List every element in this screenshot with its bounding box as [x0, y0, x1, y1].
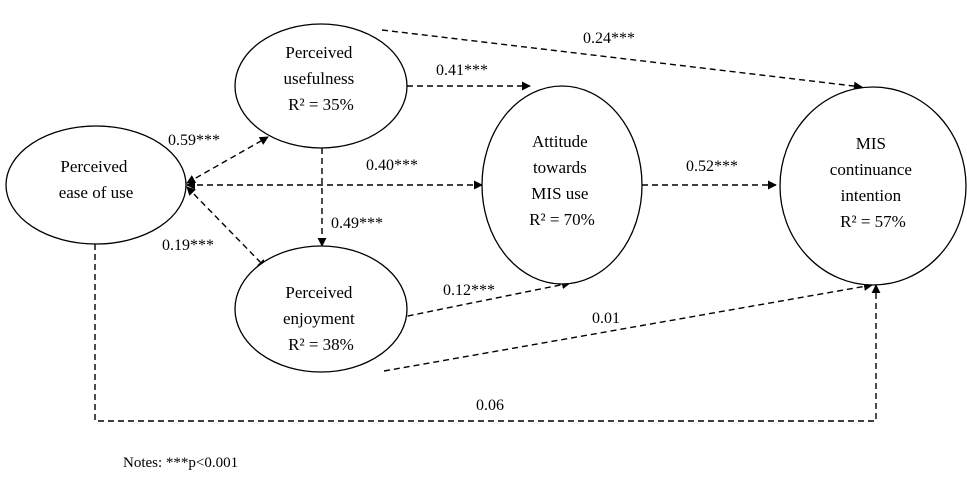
edge-pe-att: [387, 280, 571, 321]
edge-label-pu-pe: 0.49***: [331, 215, 383, 232]
node-label-att: Attitude towards MIS use R² = 70%: [529, 132, 595, 229]
node-line: Perceived: [60, 157, 128, 176]
node-line: R² = 57%: [840, 212, 906, 231]
node-line: Perceived: [285, 43, 353, 62]
node-line: intention: [841, 186, 902, 205]
node-ci: MIS continuance intention R² = 57%: [779, 86, 967, 286]
edge-label-pe-ci: 0.01: [592, 310, 620, 327]
node-shape-peou: [5, 125, 187, 245]
edge-label-peou-pu: 0.59***: [168, 132, 220, 149]
node-line: R² = 35%: [288, 95, 354, 114]
node-line: Attitude: [532, 132, 588, 151]
node-peou: Perceived ease of use: [5, 125, 187, 245]
edge-peou-pu: [186, 136, 269, 184]
node-label-pe: Perceived enjoyment R² = 38%: [283, 283, 359, 354]
node-line: continuance: [830, 160, 912, 179]
node-line: usefulness: [283, 69, 354, 88]
edge-peou-pe: [186, 186, 267, 269]
node-line: enjoyment: [283, 309, 355, 328]
node-line: towards: [533, 158, 587, 177]
node-shape-ci: [779, 86, 967, 286]
edges: [94, 29, 881, 422]
edge-labels: 0.59*** 0.40*** 0.19*** 0.49*** 0.41*** …: [162, 30, 738, 414]
edge-label-pu-att: 0.41***: [436, 62, 488, 79]
node-label-ci: MIS continuance intention R² = 57%: [830, 134, 916, 231]
node-shape-att: [481, 85, 643, 285]
node-line: MIS use: [531, 184, 588, 203]
edge-peou-ci: [94, 244, 881, 422]
edge-pu-ci: [381, 29, 863, 91]
node-line: R² = 38%: [288, 335, 354, 354]
node-label-pu: Perceived usefulness R² = 35%: [283, 43, 358, 114]
node-label-peou: Perceived ease of use: [59, 157, 134, 202]
edge-label-peou-ci: 0.06: [476, 397, 504, 414]
edge-label-att-ci: 0.52***: [686, 158, 738, 175]
edge-label-peou-pe: 0.19***: [162, 237, 214, 254]
node-shape-pe: [234, 245, 408, 373]
node-att: Attitude towards MIS use R² = 70%: [481, 85, 643, 285]
node-line: MIS: [856, 134, 886, 153]
node-shape-pu: [234, 23, 408, 149]
edge-pe-ci: [383, 281, 873, 372]
node-line: R² = 70%: [529, 210, 595, 229]
node-line: ease of use: [59, 183, 134, 202]
notes-text: Notes: ***p<0.001: [123, 455, 238, 471]
edge-label-pe-att: 0.12***: [443, 282, 495, 299]
edge-label-peou-att: 0.40***: [366, 157, 418, 174]
node-pe: Perceived enjoyment R² = 38%: [234, 245, 408, 373]
node-pu: Perceived usefulness R² = 35%: [234, 23, 408, 149]
node-line: Perceived: [285, 283, 353, 302]
edge-label-pu-ci: 0.24***: [583, 30, 635, 47]
